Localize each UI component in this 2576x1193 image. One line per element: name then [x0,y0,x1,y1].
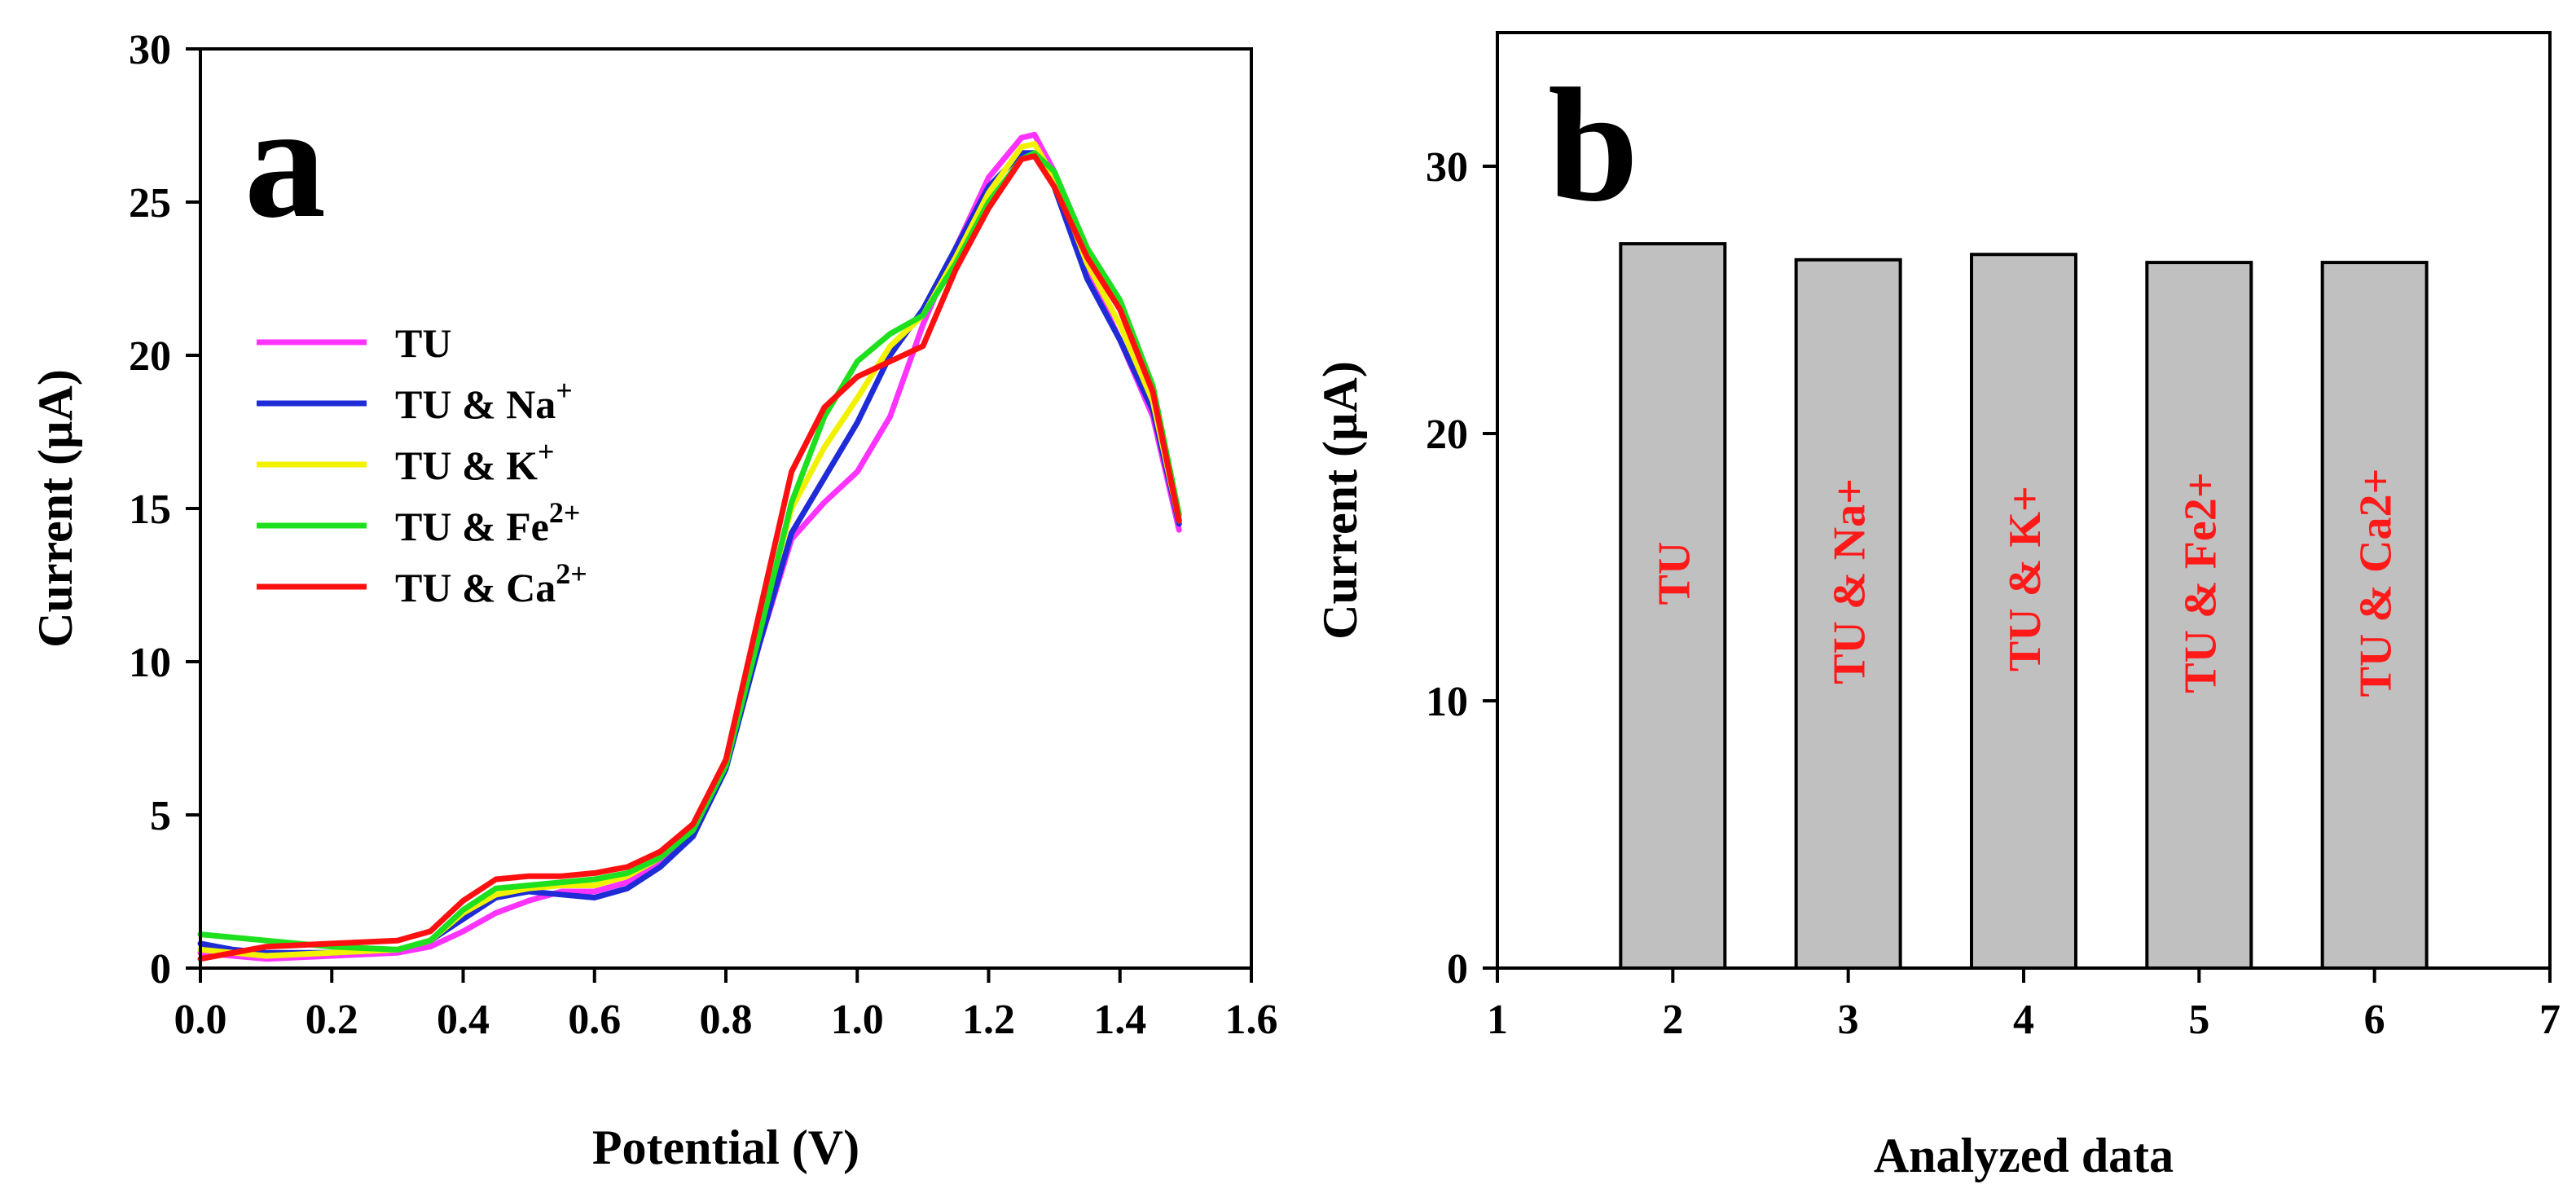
panel-a-x-tick-label: 1.4 [1093,997,1146,1043]
panel-a-plot-frame [199,47,1253,970]
panel-b-x-tick-label: 1 [1487,997,1508,1043]
bar-label-tu: TU [1649,542,1699,605]
legend-item-tu-k: TU & K+ [257,435,555,488]
bar-tu [1619,242,1727,970]
panel-a-y-tick-label: 25 [129,180,171,227]
panel-b-y-tick-label: 10 [1426,679,1468,725]
bar-label-tu-na: TU & Na+ [1825,478,1875,685]
panel-a-line-chart: 0.0 0.2 0.4 0.6 0.8 1.0 1.2 1.4 1.6 0 5 10 15 20 25 30… [29,27,1278,1174]
panel-a-x-tick-label: 0.0 [174,997,227,1043]
legend-label: TU & K+ [395,435,555,488]
bar-label-tu-ca2: TU & Ca2+ [2351,469,2402,698]
bar-label-tu-fe2: TU & Fe2+ [2175,472,2226,693]
panel-b-y-axis-label: Current (µA) [1313,361,1367,640]
panel-b-x-tick-label: 3 [1838,997,1859,1043]
legend-label: TU & Fe2+ [395,496,580,549]
panel-a-y-tick-label: 15 [129,486,171,533]
bar-tu-k [1970,253,2077,970]
panel-a-x-tick-label: 1.6 [1225,997,1278,1043]
panel-a-y-tick-label: 10 [129,640,171,686]
legend-item-tu-fe2: TU & Fe2+ [257,496,580,549]
panel-a-y-axis-label: Current (µA) [29,369,82,648]
panel-b-x-tick-label: 4 [2013,997,2034,1043]
panel-b-x-axis-label: Analyzed data [1874,1129,2174,1182]
panel-b-x-tick-label: 6 [2364,997,2385,1043]
legend-item-tu-na: TU & Na+ [257,374,573,427]
panel-b-letter: b [1548,55,1638,236]
panel-a-y-tick-label: 30 [129,27,171,73]
panel-a-x-tick-label: 1.0 [831,997,884,1043]
panel-a-x-tick-label: 0.8 [700,997,753,1043]
bar-label-tu-k: TU & K+ [2000,486,2051,671]
panel-a-letter: a [244,72,326,252]
legend-item-tu: TU [257,320,451,366]
panel-a-legend: TU TU & Na+ TU & K+ TU & Fe2+ TU & Ca2+ [257,320,587,610]
panel-a-x-tick-label: 1.2 [962,997,1015,1043]
panel-b-x-tick-label: 2 [1662,997,1683,1043]
panel-a-y-tick-label: 0 [150,946,171,993]
panel-a-x-tick-label: 0.2 [306,997,358,1043]
bar-tu-ca2 [2320,261,2429,970]
legend-label: TU & Ca2+ [395,557,587,610]
panel-b-bar-chart: TU TU & Na+ TU & K+ TU & Fe2+ TU & Ca2+ 1 2 3 4… [1313,31,2561,1182]
panel-a-x-tick-label: 0.6 [568,997,621,1043]
panel-b-x-tick-label: 7 [2539,997,2561,1043]
panel-a-y-tick-label: 20 [129,333,171,380]
series-line-tu-ca2 [197,153,1182,962]
panel-b-y-tick-label: 0 [1447,946,1468,993]
panel-a-x-tick-label: 0.4 [437,997,490,1043]
legend-item-tu-ca2: TU & Ca2+ [257,557,587,610]
legend-label: TU & Na+ [395,374,573,427]
panel-b-y-tick-label: 30 [1426,144,1468,191]
legend-label: TU [395,320,451,366]
panel-b-y-tick-label: 20 [1426,412,1468,458]
panel-b-x-tick-label: 5 [2188,997,2209,1043]
panel-a-x-axis-label: Potential (V) [592,1120,859,1174]
panel-a-y-tick-label: 5 [150,793,171,839]
